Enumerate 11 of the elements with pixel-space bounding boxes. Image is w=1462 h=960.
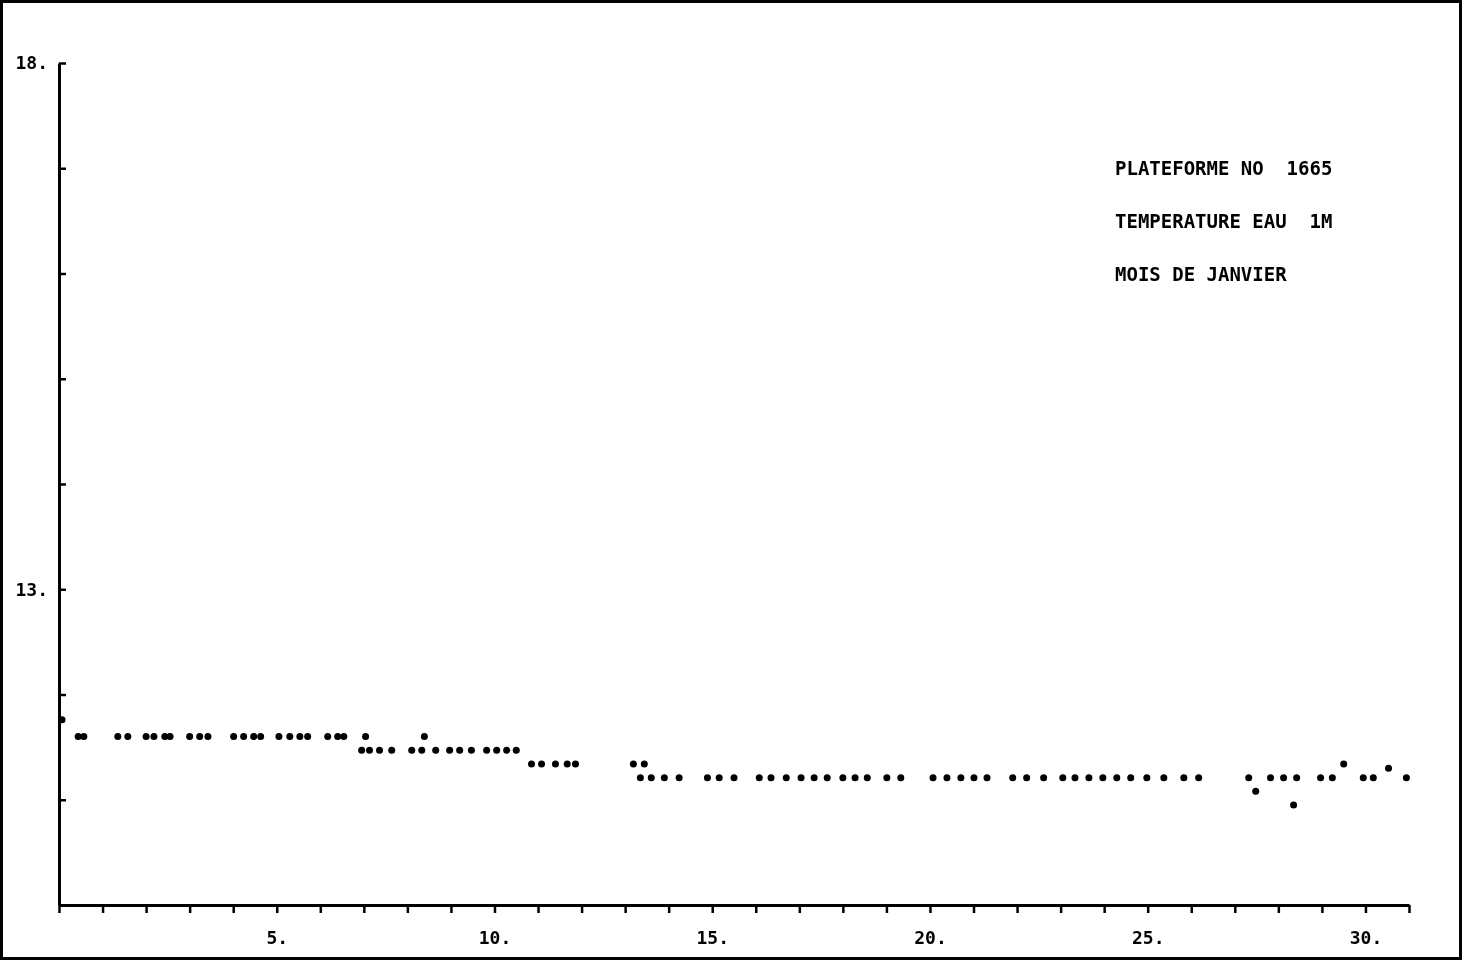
annotation: TEMPERATURE EAU 1M — [1115, 210, 1333, 232]
y-tick-label: 13. — [15, 578, 48, 600]
y-tick-label: 18. — [15, 52, 48, 74]
x-tick-label: 15. — [696, 926, 729, 948]
x-tick-label: 10. — [478, 926, 512, 948]
x-tick-label: 25. — [1131, 926, 1165, 948]
x-tick-label: 5. — [266, 926, 289, 948]
x-tick-label: 30. — [1349, 926, 1383, 948]
annotation: PLATEFORME NO 1665 — [1115, 157, 1333, 179]
annotation: MOIS DE JANVIER — [1115, 263, 1288, 285]
x-tick-label: 20. — [914, 926, 947, 948]
